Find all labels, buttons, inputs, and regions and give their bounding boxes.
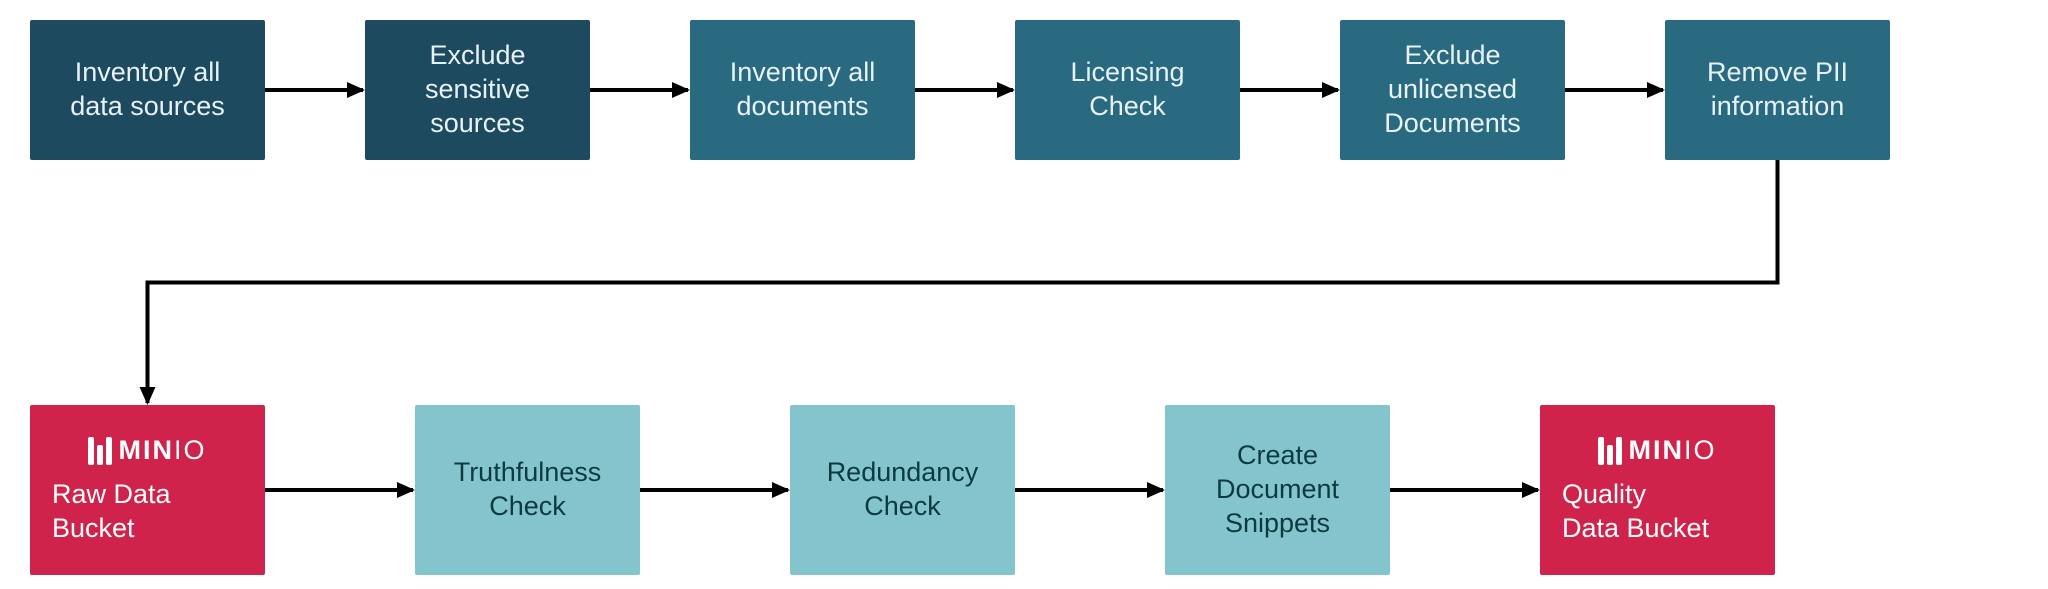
- minio-logo: MINIO: [88, 434, 206, 468]
- node-label: Truthfulness Check: [415, 456, 640, 524]
- node-label: Raw Data Bucket: [30, 478, 265, 546]
- flow-node-n3: Inventory all documents: [690, 20, 915, 160]
- node-label: Redundancy Check: [790, 456, 1015, 524]
- minio-mark-icon: [1598, 437, 1622, 465]
- flow-edge: [148, 160, 1778, 403]
- node-label: Inventory all data sources: [30, 56, 265, 124]
- flow-node-n1: Inventory all data sources: [30, 20, 265, 160]
- flow-node-n6: Remove PII information: [1665, 20, 1890, 160]
- minio-mark-icon: [88, 437, 112, 465]
- flow-node-n8: Truthfulness Check: [415, 405, 640, 575]
- node-label: Exclude unlicensed Documents: [1340, 39, 1565, 140]
- node-label: Inventory all documents: [690, 56, 915, 124]
- flow-node-n10: Create Document Snippets: [1165, 405, 1390, 575]
- flow-node-n9: Redundancy Check: [790, 405, 1015, 575]
- node-label: Exclude sensitive sources: [365, 39, 590, 140]
- flow-node-n4: Licensing Check: [1015, 20, 1240, 160]
- minio-wordmark: MINIO: [118, 434, 206, 468]
- flow-node-n5: Exclude unlicensed Documents: [1340, 20, 1565, 160]
- flow-node-n2: Exclude sensitive sources: [365, 20, 590, 160]
- minio-wordmark: MINIO: [1628, 434, 1716, 468]
- node-label: Remove PII information: [1665, 56, 1890, 124]
- node-label: Quality Data Bucket: [1540, 478, 1775, 546]
- flowchart-canvas: Inventory all data sources Exclude sensit…: [0, 0, 2048, 589]
- node-label: Licensing Check: [1015, 56, 1240, 124]
- node-label: Create Document Snippets: [1165, 439, 1390, 540]
- minio-logo: MINIO: [1598, 434, 1716, 468]
- flow-node-n7: MINIO Raw Data Bucket: [30, 405, 265, 575]
- flow-node-n11: MINIO Quality Data Bucket: [1540, 405, 1775, 575]
